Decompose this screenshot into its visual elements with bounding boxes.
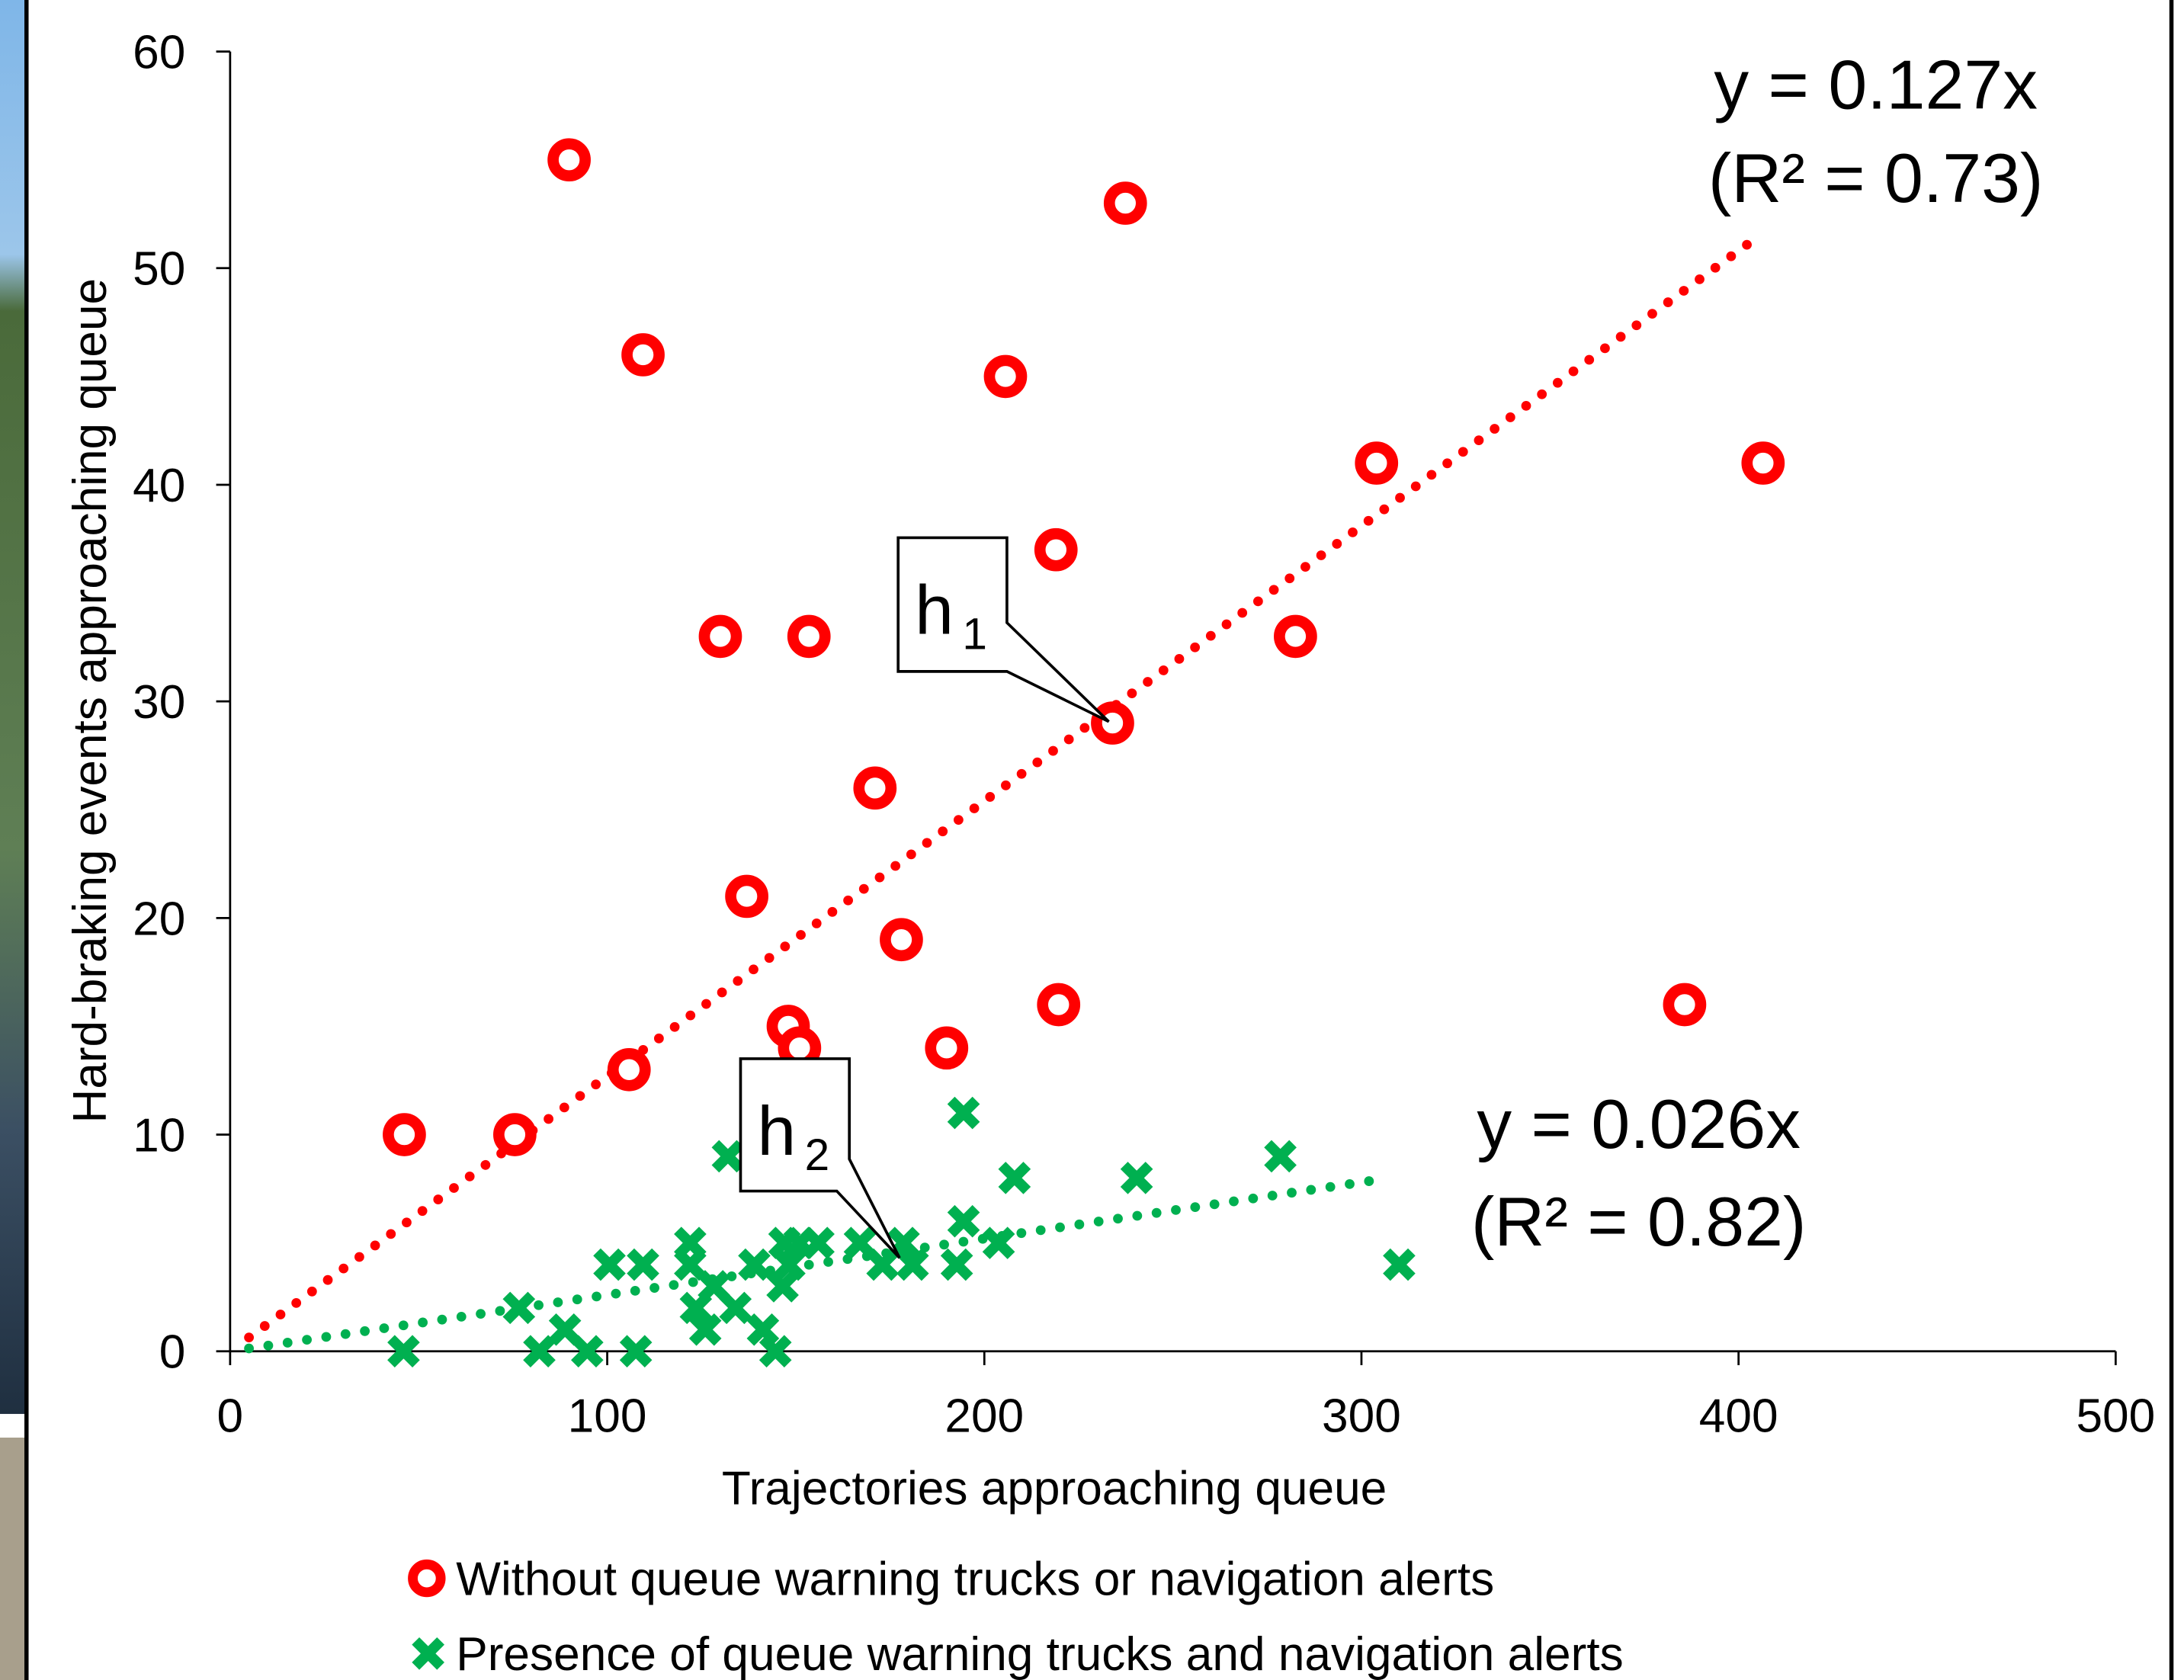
x-tick-label: 300	[1322, 1390, 1401, 1443]
data-point	[1124, 1165, 1150, 1191]
x-tick-label: 100	[568, 1390, 647, 1443]
x-tick-label: 500	[2076, 1390, 2155, 1443]
data-point	[499, 1119, 531, 1151]
y-tick-label: 60	[133, 27, 185, 79]
y-tick-label: 30	[133, 676, 185, 729]
data-point	[630, 1252, 656, 1278]
y-tick-label: 40	[133, 460, 185, 512]
data-point	[388, 1119, 420, 1151]
data-point	[1387, 1252, 1412, 1278]
trendline-equation: y = 0.026x	[1477, 1085, 1801, 1163]
x-tick-label: 200	[944, 1390, 1024, 1443]
data-point	[731, 880, 763, 912]
data-point	[750, 1317, 775, 1342]
data-point	[1109, 188, 1141, 220]
data-point	[1361, 447, 1393, 479]
y-tick-label: 0	[159, 1326, 186, 1379]
data-point	[951, 1101, 977, 1126]
data-point	[553, 144, 585, 176]
callout-subscript: 2	[805, 1130, 830, 1180]
data-point	[848, 1230, 873, 1255]
callout-label: h	[757, 1092, 796, 1170]
legend-label: Without queue warning trucks or navigati…	[456, 1553, 1494, 1606]
chart: 0 10 20 30 40 50 60 0 100 200 300 400 500 Trajectorie…	[0, 0, 2184, 1680]
trendline-r2: (R² = 0.73)	[1708, 139, 2044, 217]
data-point	[989, 361, 1021, 393]
x-axis-title: Trajectories approaching queue	[722, 1463, 1387, 1515]
data-point	[1040, 534, 1072, 566]
photo-strip	[0, 0, 25, 1414]
page: {"chart_data": { "type": "scatter", "xla…	[0, 0, 2184, 1680]
data-point	[723, 1295, 748, 1320]
data-point	[951, 1209, 977, 1234]
data-point	[704, 620, 736, 652]
data-point	[1043, 989, 1075, 1021]
data-point	[506, 1295, 531, 1320]
legend-label: Presence of queue warning trucks and nav…	[456, 1628, 1623, 1680]
data-point	[793, 620, 825, 652]
y-axis-title: Hard-braking events approaching queue	[64, 278, 117, 1124]
y-tick-label: 50	[133, 243, 185, 296]
trendline-r2: (R² = 0.82)	[1471, 1183, 1807, 1261]
data-point	[859, 772, 891, 804]
data-point	[1002, 1165, 1027, 1191]
data-point	[1268, 1143, 1293, 1169]
data-point	[806, 1230, 831, 1255]
data-point	[613, 1053, 645, 1085]
data-point	[1747, 447, 1779, 479]
trendline	[249, 241, 1752, 1337]
callout-subscript: 1	[962, 610, 987, 659]
data-point	[885, 924, 917, 956]
y-tick-label: 20	[133, 893, 185, 945]
legend-marker	[415, 1641, 441, 1666]
data-point	[1669, 989, 1701, 1021]
x-tick-label: 400	[1699, 1390, 1778, 1443]
trendline-equation: y = 0.127x	[1714, 46, 2038, 124]
data-point	[553, 1317, 578, 1342]
data-point	[627, 338, 659, 370]
data-point	[715, 1143, 740, 1169]
y-tick-label: 10	[133, 1109, 185, 1162]
data-point	[1279, 620, 1311, 652]
callout-label: h	[915, 572, 954, 649]
data-point	[1096, 707, 1128, 739]
data-point	[931, 1032, 963, 1064]
trendline	[249, 1178, 1388, 1348]
data-point	[678, 1252, 703, 1278]
photo-strip	[0, 1438, 25, 1680]
legend-marker	[413, 1564, 441, 1592]
x-tick-label: 0	[217, 1390, 244, 1443]
data-point	[944, 1252, 970, 1278]
data-point	[597, 1252, 622, 1278]
